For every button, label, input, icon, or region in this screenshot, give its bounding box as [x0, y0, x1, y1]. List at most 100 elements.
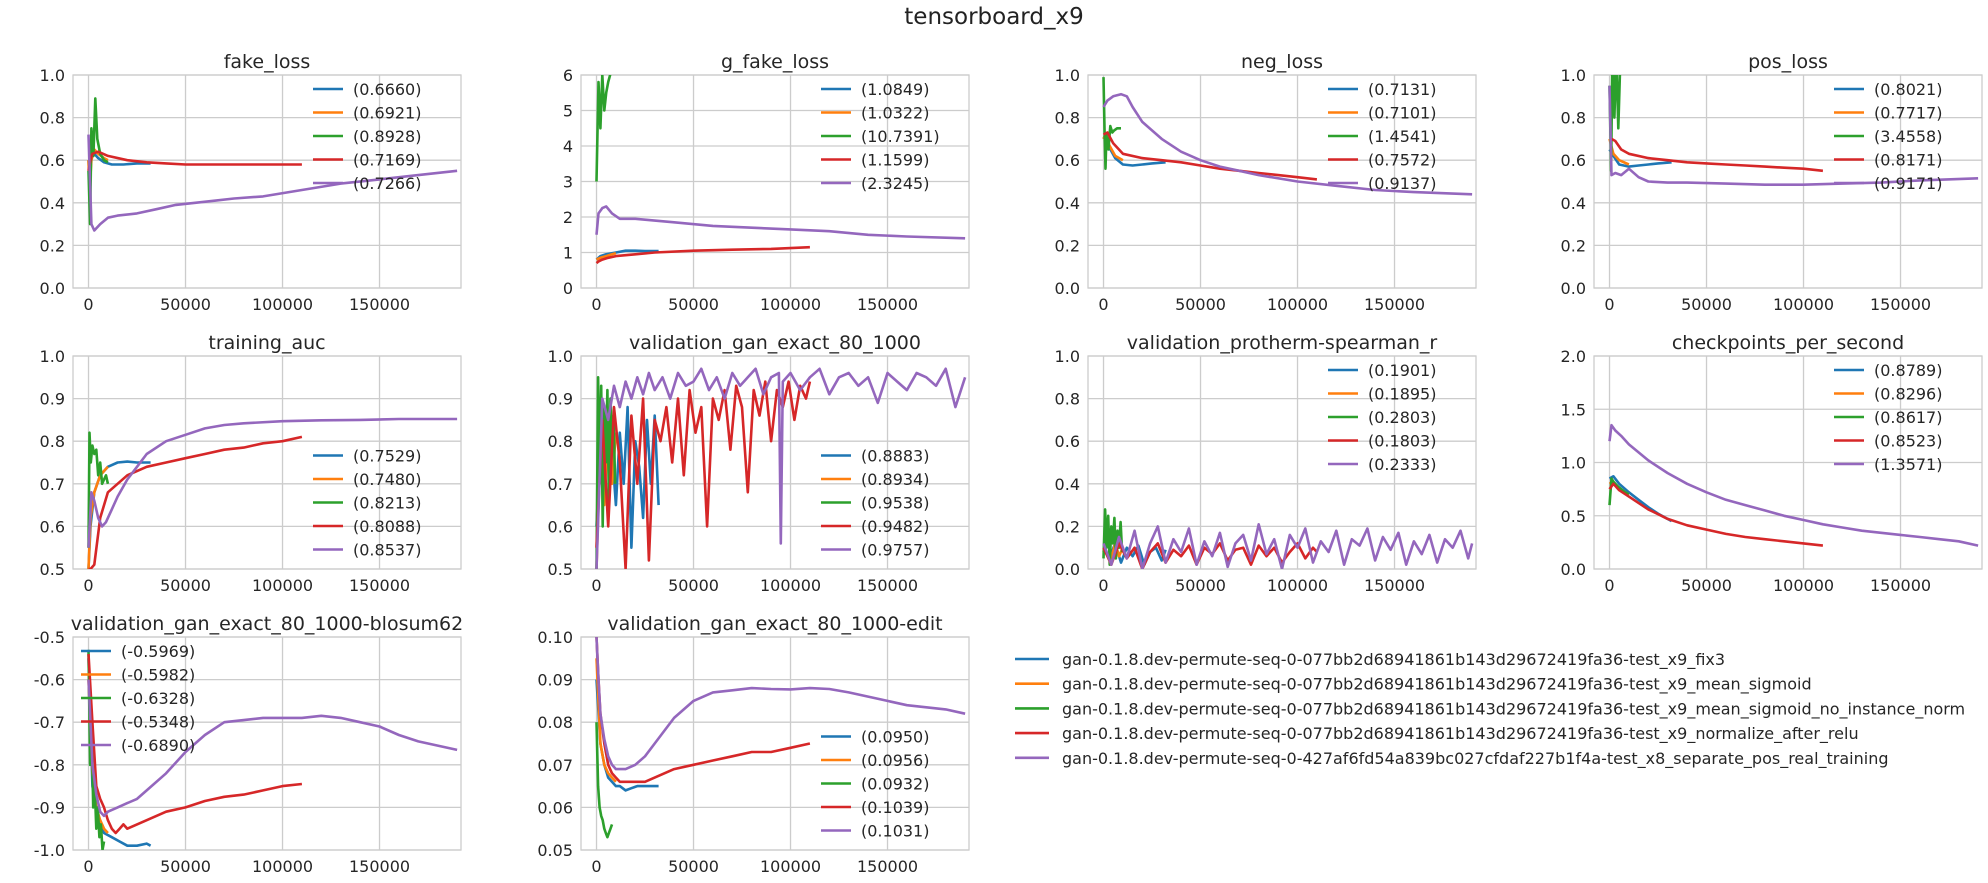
y-tick-label: 1.0: [40, 66, 65, 85]
x-tick-label: 150000: [349, 576, 410, 595]
y-tick-label: 0.09: [537, 671, 573, 690]
legend-label: (0.9137): [1368, 174, 1436, 193]
legend-label: (1.0322): [861, 104, 929, 123]
x-tick-label: 150000: [1870, 576, 1931, 595]
series-line-red: [87, 653, 303, 835]
x-tick-label: 150000: [1364, 576, 1425, 595]
figure-legend-label: gan-0.1.8.dev-permute-seq-0-077bb2d68941…: [1062, 650, 1725, 670]
legend-label: (0.6921): [353, 104, 421, 123]
x-tick-label: 0: [591, 576, 601, 595]
x-tick-label: 0: [591, 857, 601, 876]
x-tick-label: 0: [1098, 576, 1108, 595]
panel-validation_gan_exact_80_1000-edit: 0 50000 100000 150000 0.05 0.06 0.07 0.08 0.09 0.…: [537, 613, 970, 876]
legend-label: (0.8928): [353, 127, 421, 146]
y-tick-label: 0.0: [1055, 560, 1080, 579]
x-tick-label: 150000: [1364, 295, 1425, 314]
legend-label: (0.2333): [1368, 455, 1436, 474]
legend: (0.6660) (0.6921) (0.8928) (0.7169) (0.7266): [313, 80, 421, 193]
series-group: [87, 97, 458, 232]
x-tick-label: 100000: [1267, 295, 1328, 314]
series-line-blue: [595, 249, 659, 261]
panel-title: checkpoints_per_second: [1672, 332, 1904, 354]
panel-title: g_fake_loss: [721, 51, 829, 73]
panel-validation_gan_exact_80_1000-blosum62: 0 50000 100000 150000 -1.0 -0.9 -0.8 -0.7 -0.6 -0…: [34, 613, 463, 876]
panel-g_fake_loss: 0 50000 100000 150000 0 1 2 3 4 5 6 g_fake_loss (1.0…: [563, 51, 970, 314]
panel-title: validation_protherm-spearman_r: [1127, 332, 1438, 354]
y-tick-label: 0.0: [1055, 279, 1080, 298]
y-tick-label: 2.0: [1561, 347, 1586, 366]
y-tick-label: 0.07: [537, 756, 573, 775]
legend-label: (0.7266): [353, 174, 421, 193]
series-line-red: [1608, 482, 1824, 547]
y-tick-label: 0.5: [1561, 507, 1586, 526]
y-tick-label: 0.0: [1561, 279, 1586, 298]
axes-frame: [580, 74, 970, 289]
legend: (1.0849) (1.0322) (10.7391) (1.1599) (2.3245…: [821, 80, 940, 193]
y-tick-label: 0.5: [548, 560, 573, 579]
y-tick-label: 0.0: [1561, 560, 1586, 579]
series-group: [87, 649, 458, 850]
legend-label: (0.7131): [1368, 80, 1436, 99]
legend-label: (0.0956): [861, 751, 929, 770]
series-group: [595, 367, 967, 569]
axes-frame: [72, 355, 462, 570]
legend-label: (0.1803): [1368, 432, 1436, 451]
y-tick-label: 0.8: [548, 432, 573, 451]
panel-pos_loss: 0 50000 100000 150000 0.0 0.2 0.4 0.6 0.8 1.0 pos_…: [1561, 51, 1983, 314]
legend-label: (0.8296): [1874, 385, 1942, 404]
series-line-purple: [595, 367, 967, 569]
panel-title: neg_loss: [1241, 51, 1323, 73]
legend-label: (0.8523): [1874, 432, 1942, 451]
legend-label: (0.7480): [353, 470, 421, 489]
y-tick-label: 0.9: [40, 390, 65, 409]
legend-label: (0.8088): [353, 517, 421, 536]
series-group: [595, 637, 966, 839]
panel-validation_protherm-spearman_r: 0 50000 100000 150000 0.0 0.2 0.4 0.6 0.8 1.0 vali…: [1055, 332, 1477, 595]
legend: (0.8789) (0.8296) (0.8617) (0.8523) (1.3571): [1834, 361, 1942, 474]
y-tick-label: 0.4: [1561, 194, 1586, 213]
series-group: [595, 75, 966, 265]
y-tick-label: 0.0: [40, 279, 65, 298]
legend-label: (0.8213): [353, 494, 421, 513]
legend-label: (0.8171): [1874, 151, 1942, 170]
y-tick-label: 5: [563, 102, 573, 121]
panel-title: fake_loss: [224, 51, 311, 73]
legend-label: (0.2803): [1368, 408, 1436, 427]
x-tick-label: 50000: [668, 857, 719, 876]
series-line-purple: [1102, 92, 1473, 196]
legend: (-0.5969) (-0.5982) (-0.6328) (-0.5348) (-0.…: [81, 642, 195, 755]
y-tick-label: 1.0: [548, 347, 573, 366]
y-tick-label: 1.0: [1561, 454, 1586, 473]
legend-label: (3.4558): [1874, 127, 1942, 146]
legend: (0.1901) (0.1895) (0.2803) (0.1803) (0.2333): [1328, 361, 1436, 474]
x-tick-label: 0: [83, 295, 93, 314]
panel-checkpoints_per_second: 0 50000 100000 150000 0.0 0.5 1.0 1.5 2.0 checkpo…: [1561, 332, 1983, 595]
legend-label: (0.7101): [1368, 104, 1436, 123]
legend-label: (0.8883): [861, 447, 929, 466]
y-tick-label: 0: [563, 279, 573, 298]
y-tick-label: 6: [563, 66, 573, 85]
y-tick-label: 3: [563, 173, 573, 192]
series-line-red: [1609, 137, 1824, 173]
x-tick-label: 50000: [1681, 576, 1732, 595]
axes-frame: [1087, 74, 1477, 289]
y-tick-label: -0.8: [34, 756, 65, 775]
y-tick-label: 4: [563, 137, 573, 156]
legend-label: (0.8934): [861, 470, 929, 489]
panel-neg_loss: 0 50000 100000 150000 0.0 0.2 0.4 0.6 0.8 1.0 neg_…: [1055, 51, 1477, 314]
legend-label: (-0.6890): [121, 736, 195, 755]
legend-label: (1.0849): [861, 80, 929, 99]
legend-label: (0.8537): [353, 541, 421, 560]
legend: (0.7529) (0.7480) (0.8213) (0.8088) (0.8537): [313, 447, 421, 560]
legend-label: (0.8789): [1874, 361, 1942, 380]
x-tick-label: 150000: [349, 857, 410, 876]
legend-label: (0.0932): [861, 775, 929, 794]
y-tick-label: 0.8: [1055, 390, 1080, 409]
series-line-green: [595, 75, 612, 182]
series-line-red: [595, 380, 812, 569]
legend: (0.0950) (0.0956) (0.0932) (0.1039) (0.1031): [821, 728, 929, 841]
legend-label: (0.6660): [353, 80, 421, 99]
y-tick-label: -0.9: [34, 798, 65, 817]
legend-label: (2.3245): [861, 174, 929, 193]
